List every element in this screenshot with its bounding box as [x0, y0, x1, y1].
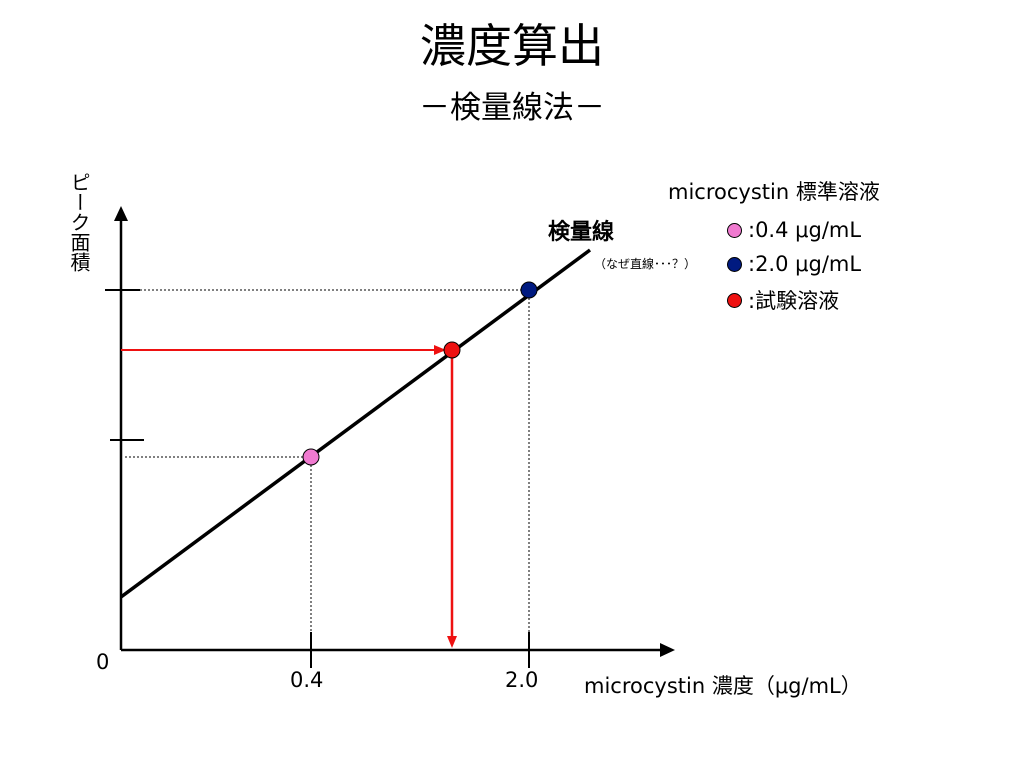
sample-arrow-vertical-head: [447, 636, 457, 648]
legend-item-standard-2.0: :2.0 μg/mL: [727, 250, 861, 278]
legend-marker: [727, 222, 742, 238]
legend-marker: [727, 292, 742, 308]
legend-marker: [727, 256, 742, 272]
legend-label: :2.0 μg/mL: [748, 252, 862, 276]
y-axis-label: ピーク面積: [67, 172, 91, 272]
origin-label: 0: [96, 650, 110, 674]
page-subtitle: －検量線法－: [419, 90, 605, 126]
point-test-sample: [443, 341, 461, 359]
page-title: 濃度算出: [420, 19, 604, 73]
legend-item-standard-0.4: :0.4 μg/mL: [727, 216, 861, 244]
y-axis-arrowhead: [114, 206, 128, 221]
legend-title: microcystin 標準溶液: [668, 180, 880, 204]
legend-item-test-sample: :試験溶液: [727, 286, 839, 314]
calibration-curve-label: 検量線: [548, 220, 615, 245]
sample-arrow-horizontal-head: [434, 345, 446, 355]
legend-label: :試験溶液: [748, 289, 840, 313]
calibration-line: [119, 248, 592, 599]
x-axis-arrowhead: [660, 643, 675, 657]
legend-label: :0.4 μg/mL: [748, 218, 862, 242]
calibration-curve-note: （なぜ直線･･･？）: [594, 257, 697, 271]
x-tick-label-2.0: 2.0: [505, 668, 539, 692]
point-standard-2.0: [520, 281, 538, 299]
x-tick-label-0.4: 0.4: [290, 668, 324, 692]
x-axis-label: microcystin 濃度（μg/mL）: [584, 674, 862, 698]
point-standard-0.4: [302, 448, 320, 466]
